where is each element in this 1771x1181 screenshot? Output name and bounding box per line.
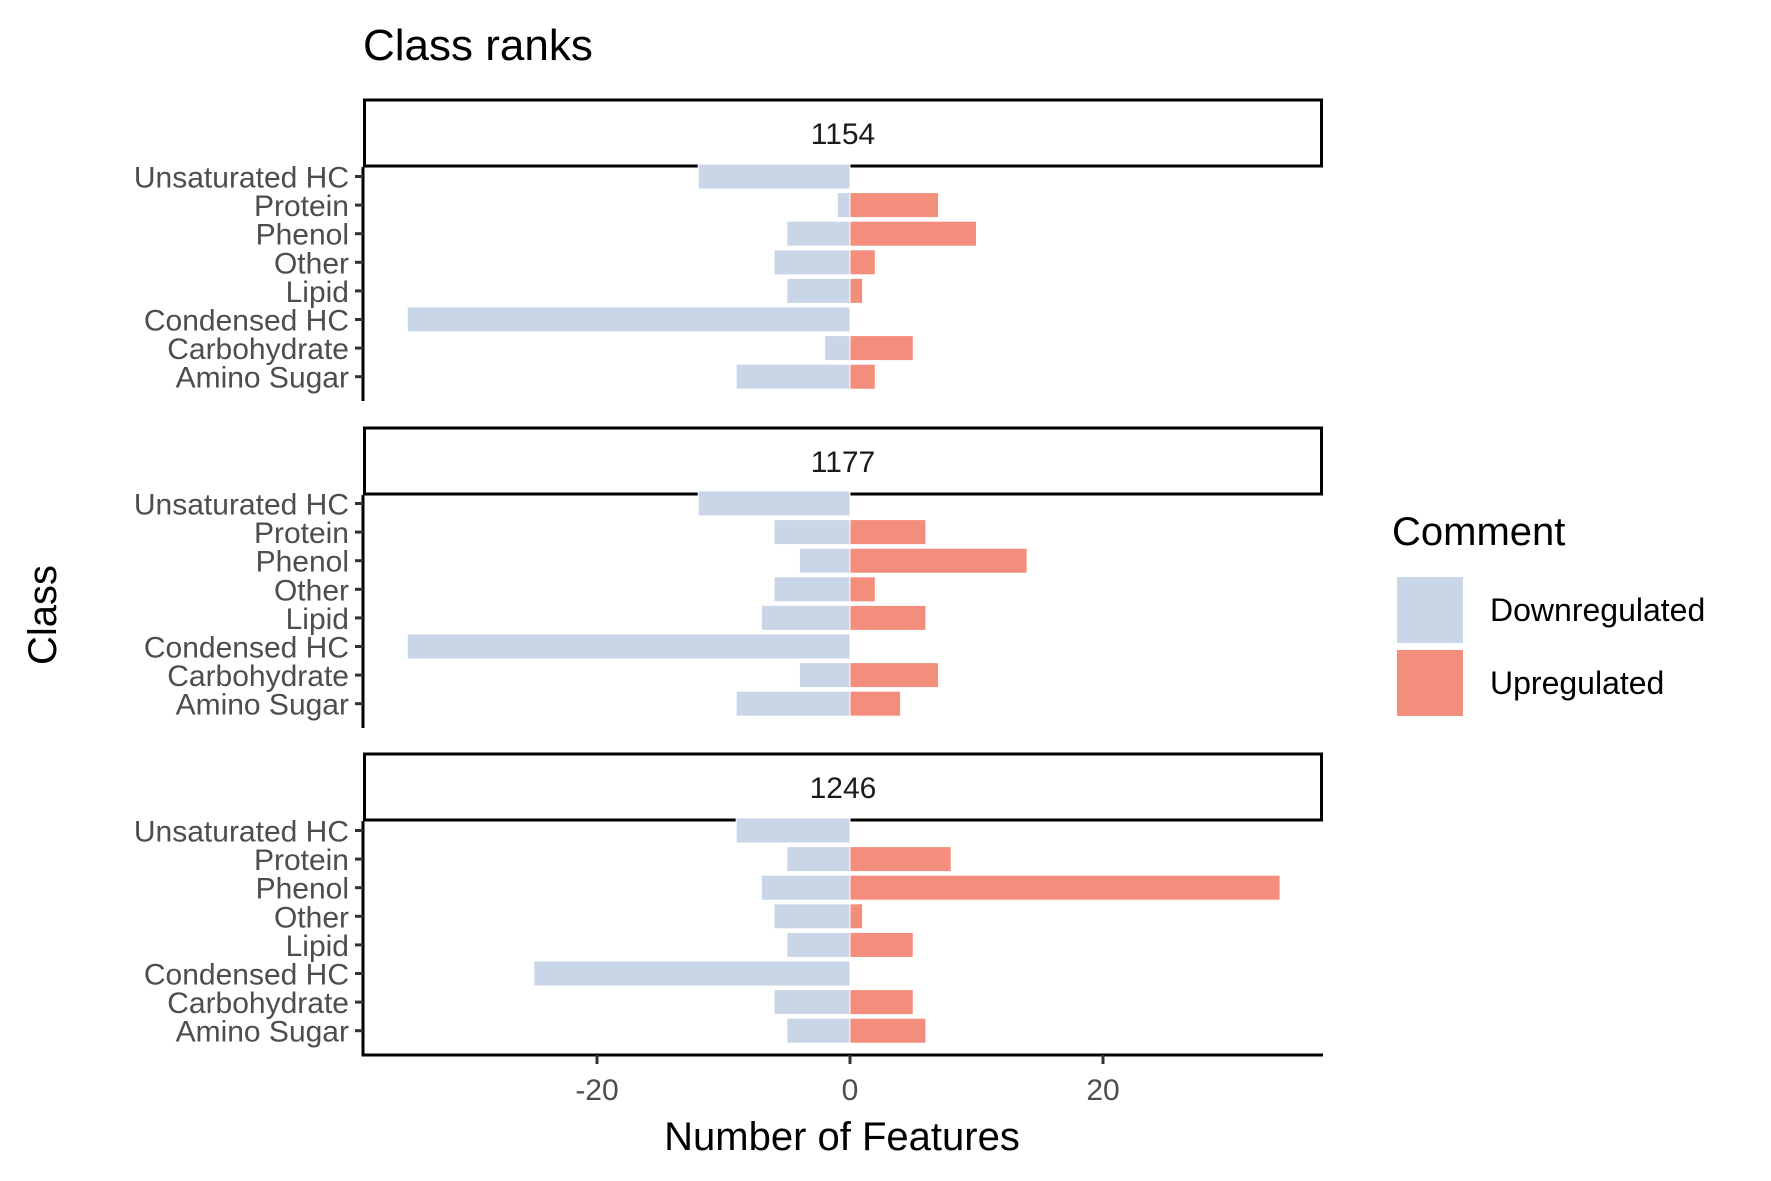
bar-upregulated-protein (849, 519, 927, 546)
x-axis-title: Number of Features (664, 1115, 1020, 1159)
x-axis: -20 0 20 (361, 1053, 1323, 1107)
y-tick-label: Unsaturated HC (134, 489, 349, 522)
bar-downregulated-lipid (786, 931, 851, 958)
facet-1246: 1246 Unsaturated HCProteinPhenolOtherLipi… (134, 752, 1323, 1055)
bar-upregulated-lipid (849, 604, 927, 631)
facet-strip-label: 1177 (811, 446, 876, 479)
y-tick-label: Unsaturated HC (134, 162, 349, 195)
bar-upregulated-carbohydrate (849, 989, 914, 1016)
bar-downregulated-phenol (798, 547, 851, 574)
bar-upregulated-other (849, 249, 876, 276)
bar-upregulated-phenol (849, 220, 977, 247)
y-tick-label: Protein (254, 190, 349, 223)
bar-downregulated-protein (773, 519, 851, 546)
bar-upregulated-amino-sugar (849, 1017, 927, 1044)
y-tick-label: Unsaturated HC (134, 816, 349, 849)
x-tick-label: -20 (575, 1074, 618, 1107)
bar-upregulated-phenol (849, 874, 1281, 901)
y-tick-label: Lipid (286, 930, 349, 963)
facet-strip (363, 426, 1323, 496)
bar-upregulated-lipid (849, 931, 914, 958)
y-tick-label: Condensed HC (144, 959, 349, 992)
bar-downregulated-unsaturated-hc (697, 163, 851, 190)
facet-strip-label: 1246 (810, 772, 877, 805)
bar-upregulated-amino-sugar (849, 363, 876, 390)
bar-upregulated-protein (849, 192, 940, 219)
y-tick-label: Other (274, 574, 349, 607)
facet-strip (363, 98, 1323, 168)
bar-downregulated-unsaturated-hc (697, 490, 851, 517)
y-tick-label: Condensed HC (144, 632, 349, 665)
bar-downregulated-phenol (760, 874, 851, 901)
y-tick-label: Phenol (256, 873, 349, 906)
y-tick-label: Lipid (286, 276, 349, 309)
y-tick-label: Amino Sugar (176, 689, 349, 722)
bar-upregulated-carbohydrate (849, 335, 914, 362)
y-tick-label: Carbohydrate (167, 987, 349, 1020)
bar-downregulated-carbohydrate (824, 335, 851, 362)
bar-downregulated-other (773, 903, 851, 930)
bar-downregulated-carbohydrate (798, 662, 851, 689)
bar-downregulated-condensed-hc (406, 306, 851, 333)
y-tick-label: Phenol (256, 546, 349, 579)
x-tick-label: 0 (842, 1074, 859, 1107)
bar-downregulated-phenol (786, 220, 851, 247)
legend-label-upregulated: Upregulated (1490, 665, 1664, 701)
bar-downregulated-lipid (760, 604, 851, 631)
bar-downregulated-carbohydrate (773, 989, 851, 1016)
y-axis-title: Class (21, 565, 65, 665)
facet-strip (363, 752, 1323, 822)
y-tick-label: Condensed HC (144, 305, 349, 338)
bar-upregulated-other (849, 903, 864, 930)
bar-downregulated-condensed-hc (406, 633, 851, 660)
y-tick-label: Other (274, 247, 349, 280)
bar-upregulated-phenol (849, 547, 1028, 574)
y-tick-label: Carbohydrate (167, 660, 349, 693)
bar-downregulated-other (773, 249, 851, 276)
legend-label-downregulated: Downregulated (1490, 592, 1705, 628)
y-tick-label: Phenol (256, 219, 349, 252)
facet-1154: 1154 Unsaturated HCProteinPhenolOtherLipi… (134, 98, 1323, 401)
legend-title: Comment (1392, 510, 1565, 554)
bar-downregulated-condensed-hc (533, 960, 851, 987)
bar-downregulated-lipid (786, 277, 851, 304)
x-tick-label: 20 (1086, 1074, 1119, 1107)
bar-downregulated-amino-sugar (786, 1017, 851, 1044)
bar-downregulated-other (773, 576, 851, 603)
y-tick-label: Protein (254, 844, 349, 877)
bar-upregulated-protein (849, 846, 952, 873)
y-tick-label: Amino Sugar (176, 1016, 349, 1049)
bar-upregulated-lipid (849, 277, 864, 304)
bar-downregulated-protein (786, 846, 851, 873)
y-tick-label: Amino Sugar (176, 362, 349, 395)
legend: Comment Downregulated Upregulated (1392, 510, 1705, 716)
bar-downregulated-protein (836, 192, 851, 219)
y-tick-label: Lipid (286, 603, 349, 636)
chart-title: Class ranks (363, 21, 593, 70)
legend-items: Downregulated Upregulated (1397, 577, 1705, 716)
y-tick-label: Protein (254, 517, 349, 550)
facet-strip-label: 1154 (811, 118, 876, 151)
bar-upregulated-other (849, 576, 876, 603)
bar-downregulated-amino-sugar (735, 363, 851, 390)
bar-downregulated-amino-sugar (735, 690, 851, 717)
bar-upregulated-amino-sugar (849, 690, 902, 717)
bar-upregulated-carbohydrate (849, 662, 940, 689)
bar-downregulated-unsaturated-hc (735, 817, 851, 844)
legend-key-upregulated (1397, 650, 1463, 716)
legend-key-downregulated (1397, 577, 1463, 643)
y-tick-label: Carbohydrate (167, 333, 349, 366)
facet-1177: 1177 Unsaturated HCProteinPhenolOtherLipi… (134, 426, 1323, 728)
y-tick-label: Other (274, 901, 349, 934)
